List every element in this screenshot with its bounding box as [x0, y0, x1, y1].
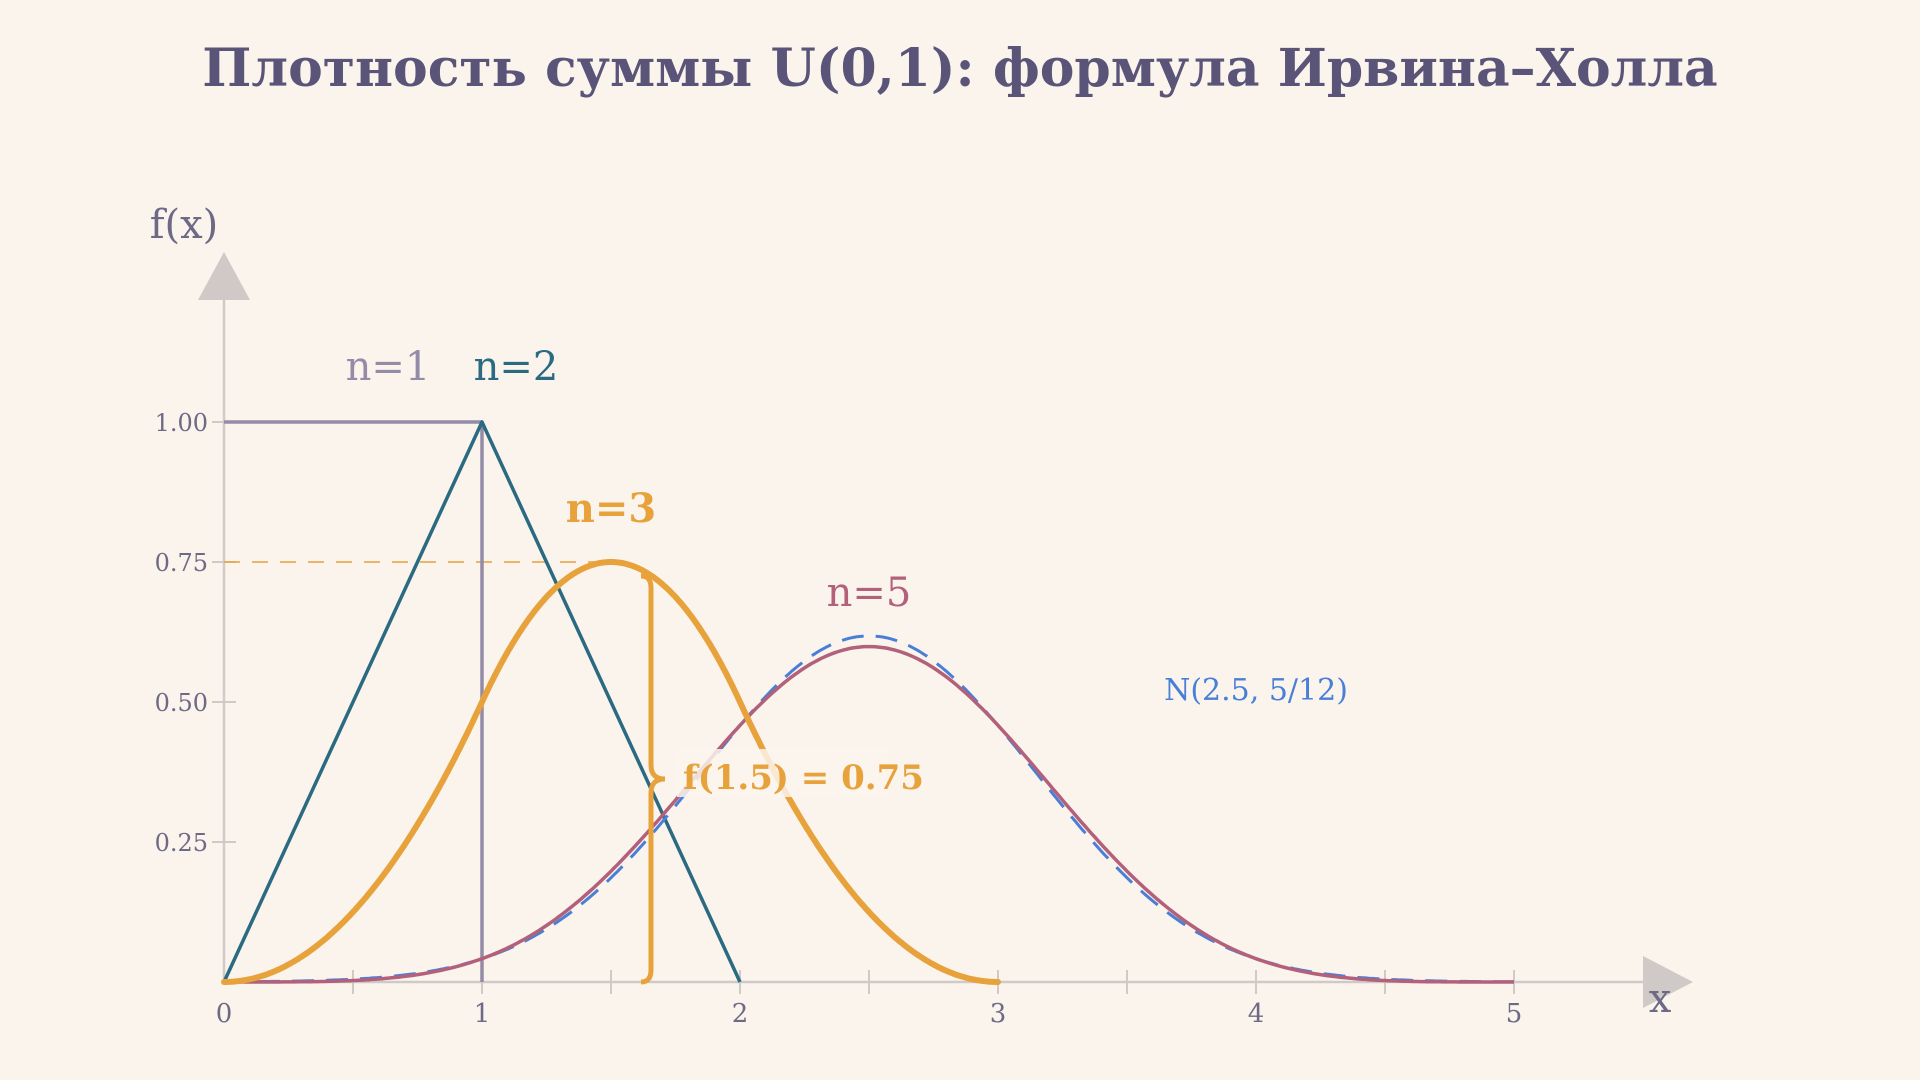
x-tick-label: 2 [732, 999, 749, 1029]
series-n5-label: n=5 [827, 570, 912, 616]
series-normal-label: N(2.5, 5/12) [1164, 673, 1348, 708]
annotation-peak-value: f(1.5) = 0.75 [683, 758, 924, 798]
peak-brace [640, 573, 666, 985]
annotation-bg [677, 749, 887, 797]
x-tick-label: 4 [1248, 999, 1265, 1029]
x-tick-label: 5 [1506, 999, 1523, 1029]
series-n2-line [222, 420, 742, 983]
series-n2-label: n=2 [474, 344, 559, 390]
y-tick-label: 1.00 [155, 409, 208, 437]
x-tick-label: 0 [216, 999, 233, 1029]
x-axis-arrow [1643, 956, 1693, 1008]
x-axis-label: x [1649, 976, 1672, 1022]
series-n5-line [224, 644, 1514, 984]
y-axis-label: f(x) [150, 202, 219, 248]
y-tick-label: 0.50 [155, 689, 208, 717]
x-tick-label: 1 [474, 999, 491, 1029]
chart-title: Плотность суммы U(0,1): формула Ирвина–Х… [202, 38, 1718, 99]
series-n3-label: n=3 [566, 485, 656, 532]
series-n1-label: n=1 [346, 344, 431, 390]
x-tick-label: 3 [990, 999, 1007, 1029]
y-tick-label: 0.75 [155, 549, 208, 577]
series-n3-line [221, 559, 1001, 985]
y-tick-label: 0.25 [155, 829, 208, 857]
y-axis-arrow [198, 252, 250, 300]
